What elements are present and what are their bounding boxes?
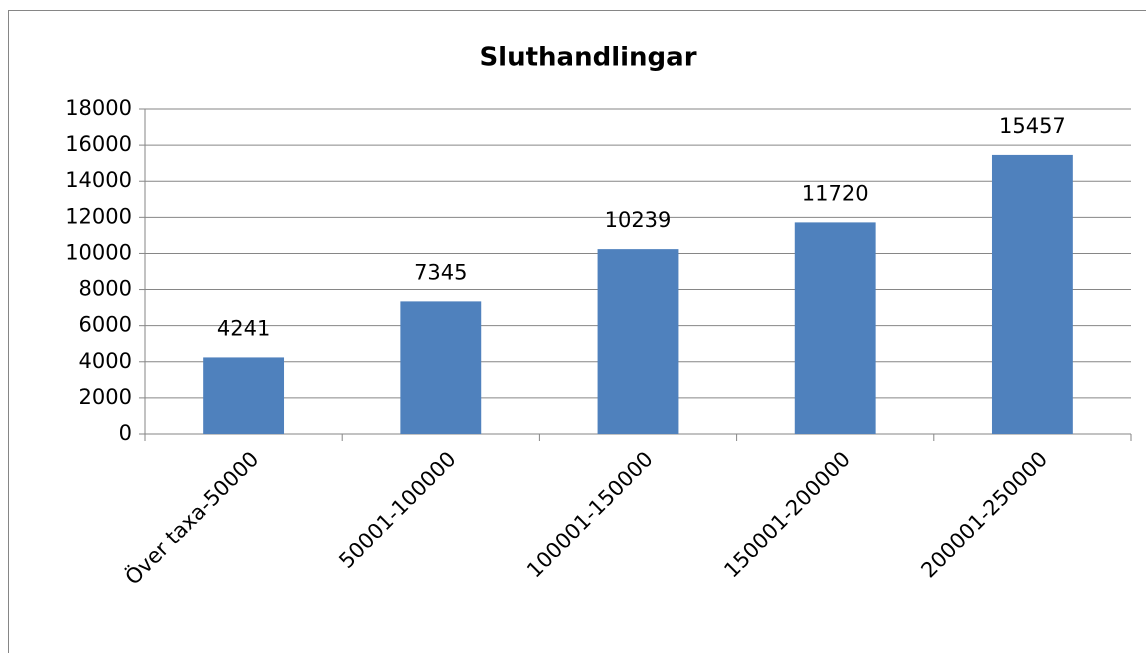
y-tick-label: 16000 (65, 132, 132, 156)
y-tick-label: 6000 (79, 313, 132, 337)
y-tick-label: 0 (119, 421, 132, 445)
bar (203, 357, 285, 434)
data-label: 4241 (217, 316, 270, 340)
bar (991, 154, 1073, 434)
bar (794, 222, 876, 434)
y-tick-label: 18000 (65, 96, 132, 120)
y-tick-label: 10000 (65, 240, 132, 264)
y-tick-label: 12000 (65, 204, 132, 228)
chart-title: Sluthandlingar (479, 43, 696, 73)
bar (597, 249, 679, 434)
data-label: 15457 (999, 114, 1066, 138)
data-label: 10239 (605, 208, 672, 232)
y-tick-label: 14000 (65, 168, 132, 192)
chart-border (8, 10, 1146, 653)
y-tick-label: 8000 (79, 277, 132, 301)
y-tick-label: 4000 (79, 349, 132, 373)
data-label: 7345 (414, 260, 467, 284)
bar (400, 301, 482, 434)
data-label: 11720 (802, 181, 869, 205)
y-tick-label: 2000 (79, 385, 132, 409)
